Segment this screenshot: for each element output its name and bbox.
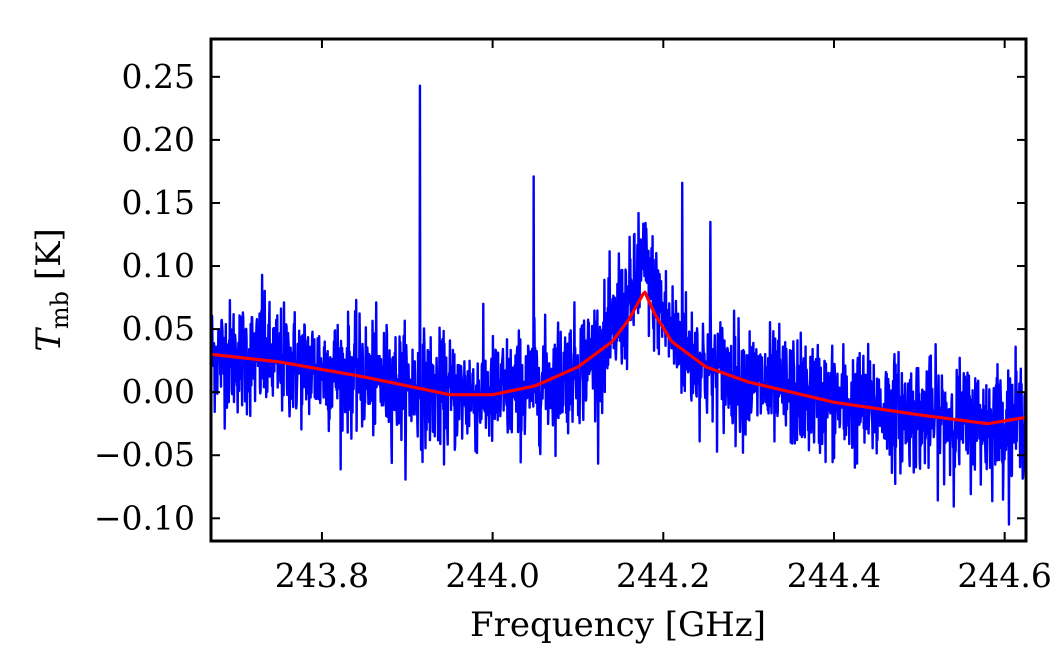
ticks-layer: 243.8 244.0 244.2 244.4 244.6 −0.10 −0.05 0.00 0… [94, 39, 1052, 595]
y-axis-label-sub: mb [46, 291, 74, 329]
y-tick-label: 0.00 [122, 372, 195, 411]
plot-frame [209, 37, 1028, 543]
spectrum-series-line [211, 84, 1026, 526]
y-tick-label: 0.15 [122, 183, 195, 222]
y-axis-label-unit: [K] [29, 228, 69, 291]
model-fit-series-line [211, 290, 1026, 426]
x-tick-label: 244.4 [787, 556, 881, 595]
x-axis-label: Frequency [GHz] [470, 605, 766, 645]
x-tick-label: 244.0 [445, 556, 539, 595]
y-axis-label-main: T [29, 327, 69, 352]
series-layer [211, 84, 1026, 526]
y-axis-label: Tmb [K] [29, 228, 74, 352]
y-tick-label: −0.10 [94, 498, 195, 537]
x-tick-label: 244.6 [957, 556, 1051, 595]
x-tick-label: 243.8 [275, 556, 369, 595]
y-tick-label: 0.25 [122, 57, 195, 96]
y-tick-label: 0.05 [122, 309, 195, 348]
y-tick-label: 0.20 [122, 120, 195, 159]
x-tick-label: 244.2 [616, 556, 710, 595]
y-tick-label: −0.05 [94, 435, 195, 474]
y-tick-label: 0.10 [122, 246, 195, 285]
